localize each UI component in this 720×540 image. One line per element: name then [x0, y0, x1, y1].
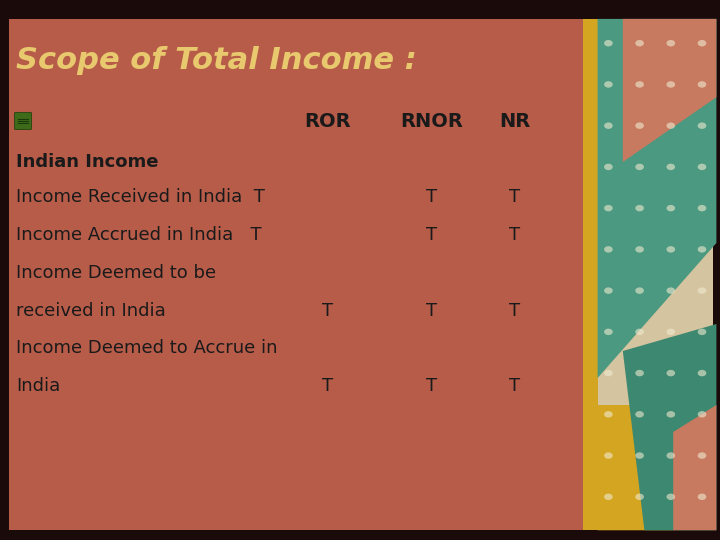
Text: T: T [509, 377, 521, 395]
Text: T: T [322, 301, 333, 320]
Circle shape [698, 246, 706, 253]
Bar [711, 0, 720, 540]
Text: Income Received in India  T: Income Received in India T [16, 188, 265, 206]
Circle shape [698, 123, 706, 129]
Circle shape [635, 164, 644, 170]
Circle shape [604, 246, 613, 253]
Circle shape [698, 494, 706, 500]
Polygon shape [673, 405, 716, 530]
Text: T: T [509, 188, 521, 206]
Text: Income Deemed to Accrue in: Income Deemed to Accrue in [16, 339, 277, 357]
Circle shape [635, 81, 644, 87]
Circle shape [667, 123, 675, 129]
Circle shape [667, 370, 675, 376]
Polygon shape [623, 324, 716, 530]
Circle shape [667, 81, 675, 87]
Bar [583, 19, 599, 530]
Text: T: T [426, 377, 438, 395]
Text: India: India [16, 377, 60, 395]
Circle shape [698, 205, 706, 211]
Circle shape [667, 205, 675, 211]
Polygon shape [623, 19, 716, 162]
Text: ROR: ROR [305, 112, 351, 131]
Circle shape [698, 329, 706, 335]
Circle shape [635, 329, 644, 335]
Circle shape [667, 411, 675, 417]
Text: NR: NR [499, 112, 531, 131]
Circle shape [604, 287, 613, 294]
Text: received in India: received in India [16, 301, 166, 320]
Circle shape [604, 123, 613, 129]
Circle shape [698, 287, 706, 294]
Circle shape [667, 164, 675, 170]
Circle shape [635, 123, 644, 129]
Text: T: T [426, 188, 438, 206]
Circle shape [604, 370, 613, 376]
Circle shape [667, 329, 675, 335]
Text: Income Deemed to be: Income Deemed to be [16, 264, 216, 282]
Bar [0, 0, 9, 540]
Polygon shape [598, 19, 716, 378]
Text: T: T [426, 226, 438, 244]
Circle shape [635, 40, 644, 46]
Circle shape [604, 411, 613, 417]
Circle shape [667, 246, 675, 253]
Text: Indian Income: Indian Income [16, 153, 158, 171]
FancyBboxPatch shape [14, 112, 32, 130]
Circle shape [698, 370, 706, 376]
Circle shape [604, 453, 613, 459]
Circle shape [698, 40, 706, 46]
Circle shape [667, 40, 675, 46]
Circle shape [604, 494, 613, 500]
Circle shape [698, 411, 706, 417]
Text: T: T [509, 301, 521, 320]
Polygon shape [598, 405, 673, 530]
Circle shape [604, 164, 613, 170]
Circle shape [667, 453, 675, 459]
Circle shape [698, 453, 706, 459]
Circle shape [604, 40, 613, 46]
Text: Scope of Total Income :: Scope of Total Income : [16, 46, 417, 75]
Circle shape [698, 164, 706, 170]
Text: T: T [322, 377, 333, 395]
Bar [0, 0, 720, 19]
Text: RNOR: RNOR [400, 112, 464, 131]
Circle shape [635, 370, 644, 376]
Circle shape [698, 81, 706, 87]
Bar [0, 530, 720, 540]
Circle shape [604, 205, 613, 211]
Circle shape [635, 246, 644, 253]
Circle shape [635, 411, 644, 417]
Text: Income Accrued in India   T: Income Accrued in India T [16, 226, 261, 244]
Text: T: T [426, 301, 438, 320]
Circle shape [667, 287, 675, 294]
Bar [598, 19, 713, 530]
Circle shape [635, 205, 644, 211]
Circle shape [635, 494, 644, 500]
Circle shape [667, 494, 675, 500]
Circle shape [604, 329, 613, 335]
Text: T: T [509, 226, 521, 244]
Circle shape [635, 453, 644, 459]
Circle shape [604, 81, 613, 87]
Circle shape [635, 287, 644, 294]
